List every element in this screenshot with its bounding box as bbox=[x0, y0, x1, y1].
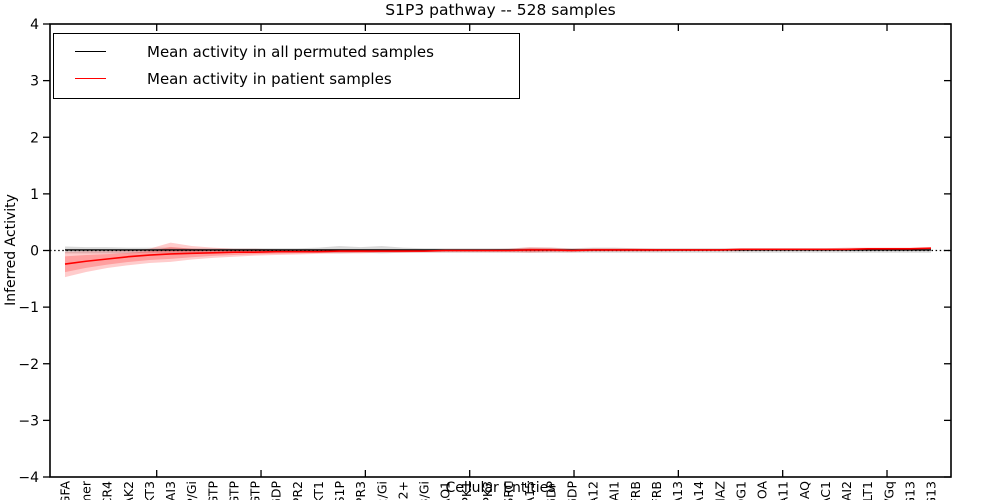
x-category-label: SRC bbox=[501, 481, 516, 500]
x-category-label: RAC1 bbox=[818, 481, 833, 500]
x-category-label: GNA12 bbox=[586, 481, 601, 500]
x-category-label: G12/G13 bbox=[924, 481, 939, 500]
x-category-label: GNA15 bbox=[522, 481, 537, 500]
x-category-label: S1P/S1P3/Gq bbox=[881, 481, 896, 500]
x-category-label: RhoA/GTP bbox=[226, 481, 241, 500]
x-category-label: FLT1 bbox=[860, 481, 875, 500]
y-axis-label: Inferred Activity bbox=[3, 194, 19, 306]
x-category-label: S1P/S1P3/Gi bbox=[417, 481, 432, 500]
x-category-label: S1PR2 bbox=[290, 481, 305, 500]
x-category-label: PDGFB-D/PDGFRB bbox=[628, 481, 643, 500]
x-category-label: GNA14 bbox=[691, 481, 706, 500]
x-category-label: S1P/S1P2/Gi bbox=[374, 481, 389, 500]
x-category-label: GNAI1 bbox=[607, 481, 622, 500]
x-category-label: Rac1/GTP bbox=[205, 481, 220, 500]
patient-mean-line bbox=[64, 247, 932, 265]
chart-title: S1P3 pathway -- 528 samples bbox=[385, 1, 616, 19]
x-category-label: S1P1/S1P/Gi bbox=[184, 481, 199, 500]
x-category-label: RHOA bbox=[755, 481, 770, 500]
x-category-label: GNA13 bbox=[670, 481, 685, 500]
x-category-label: PDGFRB bbox=[649, 481, 664, 500]
x-category-label: mol:Ca2+ bbox=[395, 481, 410, 500]
y-tick-label: −3 bbox=[18, 413, 39, 429]
x-category-label: AKT1 bbox=[311, 481, 326, 500]
y-tick-label: −1 bbox=[18, 300, 39, 316]
legend-row-permuted: Mean activity in all permuted samples bbox=[54, 38, 519, 65]
x-axis-label: Cellular Entities bbox=[445, 480, 556, 496]
legend-label-patient: Mean activity in patient samples bbox=[147, 69, 392, 88]
x-category-label: MAPK1 bbox=[459, 481, 474, 500]
x-category-label: mol:GDP bbox=[269, 481, 284, 500]
x-category-label: GNA11 bbox=[776, 481, 791, 500]
patient-confidence-band-inner bbox=[65, 246, 931, 273]
patient-confidence-band-outer bbox=[65, 242, 931, 278]
y-tick-label: −2 bbox=[18, 357, 39, 373]
x-category-label: GNAO1 bbox=[438, 481, 453, 500]
x-category-label: S1PR3 bbox=[353, 481, 368, 500]
x-category-label: mol:GTP bbox=[248, 481, 263, 500]
patient-legend-line-icon bbox=[75, 78, 106, 79]
y-tick-label: 4 bbox=[30, 17, 39, 33]
legend-row-patient: Mean activity in patient samples bbox=[54, 65, 519, 92]
x-category-label: Rac1/GDP bbox=[564, 481, 579, 500]
x-category-label: MAPK3 bbox=[480, 481, 495, 500]
y-tick-label: 0 bbox=[30, 244, 39, 260]
x-category-label: GNAQ bbox=[797, 481, 812, 500]
legend-label-permuted: Mean activity in all permuted samples bbox=[147, 42, 434, 61]
y-tick-label: 1 bbox=[30, 187, 39, 203]
legend: Mean activity in all permuted samples Me… bbox=[53, 33, 520, 99]
x-category-label: EDG1 bbox=[733, 481, 748, 500]
x-category-label: JAK2 bbox=[121, 481, 136, 500]
x-category-label: mol:S1P bbox=[332, 481, 347, 500]
x-category-label: CXCR4 bbox=[100, 481, 115, 500]
x-category-label: RhoA/GDP bbox=[543, 481, 558, 500]
y-tick-label: 3 bbox=[30, 74, 39, 90]
x-category-label: AKT3 bbox=[142, 481, 157, 500]
x-category-label: GNAI2 bbox=[839, 481, 854, 500]
x-category-label: S1P/S1P3/G12/G13 bbox=[902, 481, 917, 500]
y-tick-label: −4 bbox=[18, 470, 39, 486]
x-category-label: VEGFR1 homodimer/VEGFA homodimer bbox=[79, 480, 94, 500]
x-category-label: GNAZ bbox=[712, 481, 727, 500]
x-category-label: VEGFA bbox=[58, 481, 73, 500]
permuted-legend-line-icon bbox=[75, 51, 106, 52]
x-category-label: GNAI3 bbox=[163, 481, 178, 500]
y-tick-label: 2 bbox=[30, 130, 39, 146]
